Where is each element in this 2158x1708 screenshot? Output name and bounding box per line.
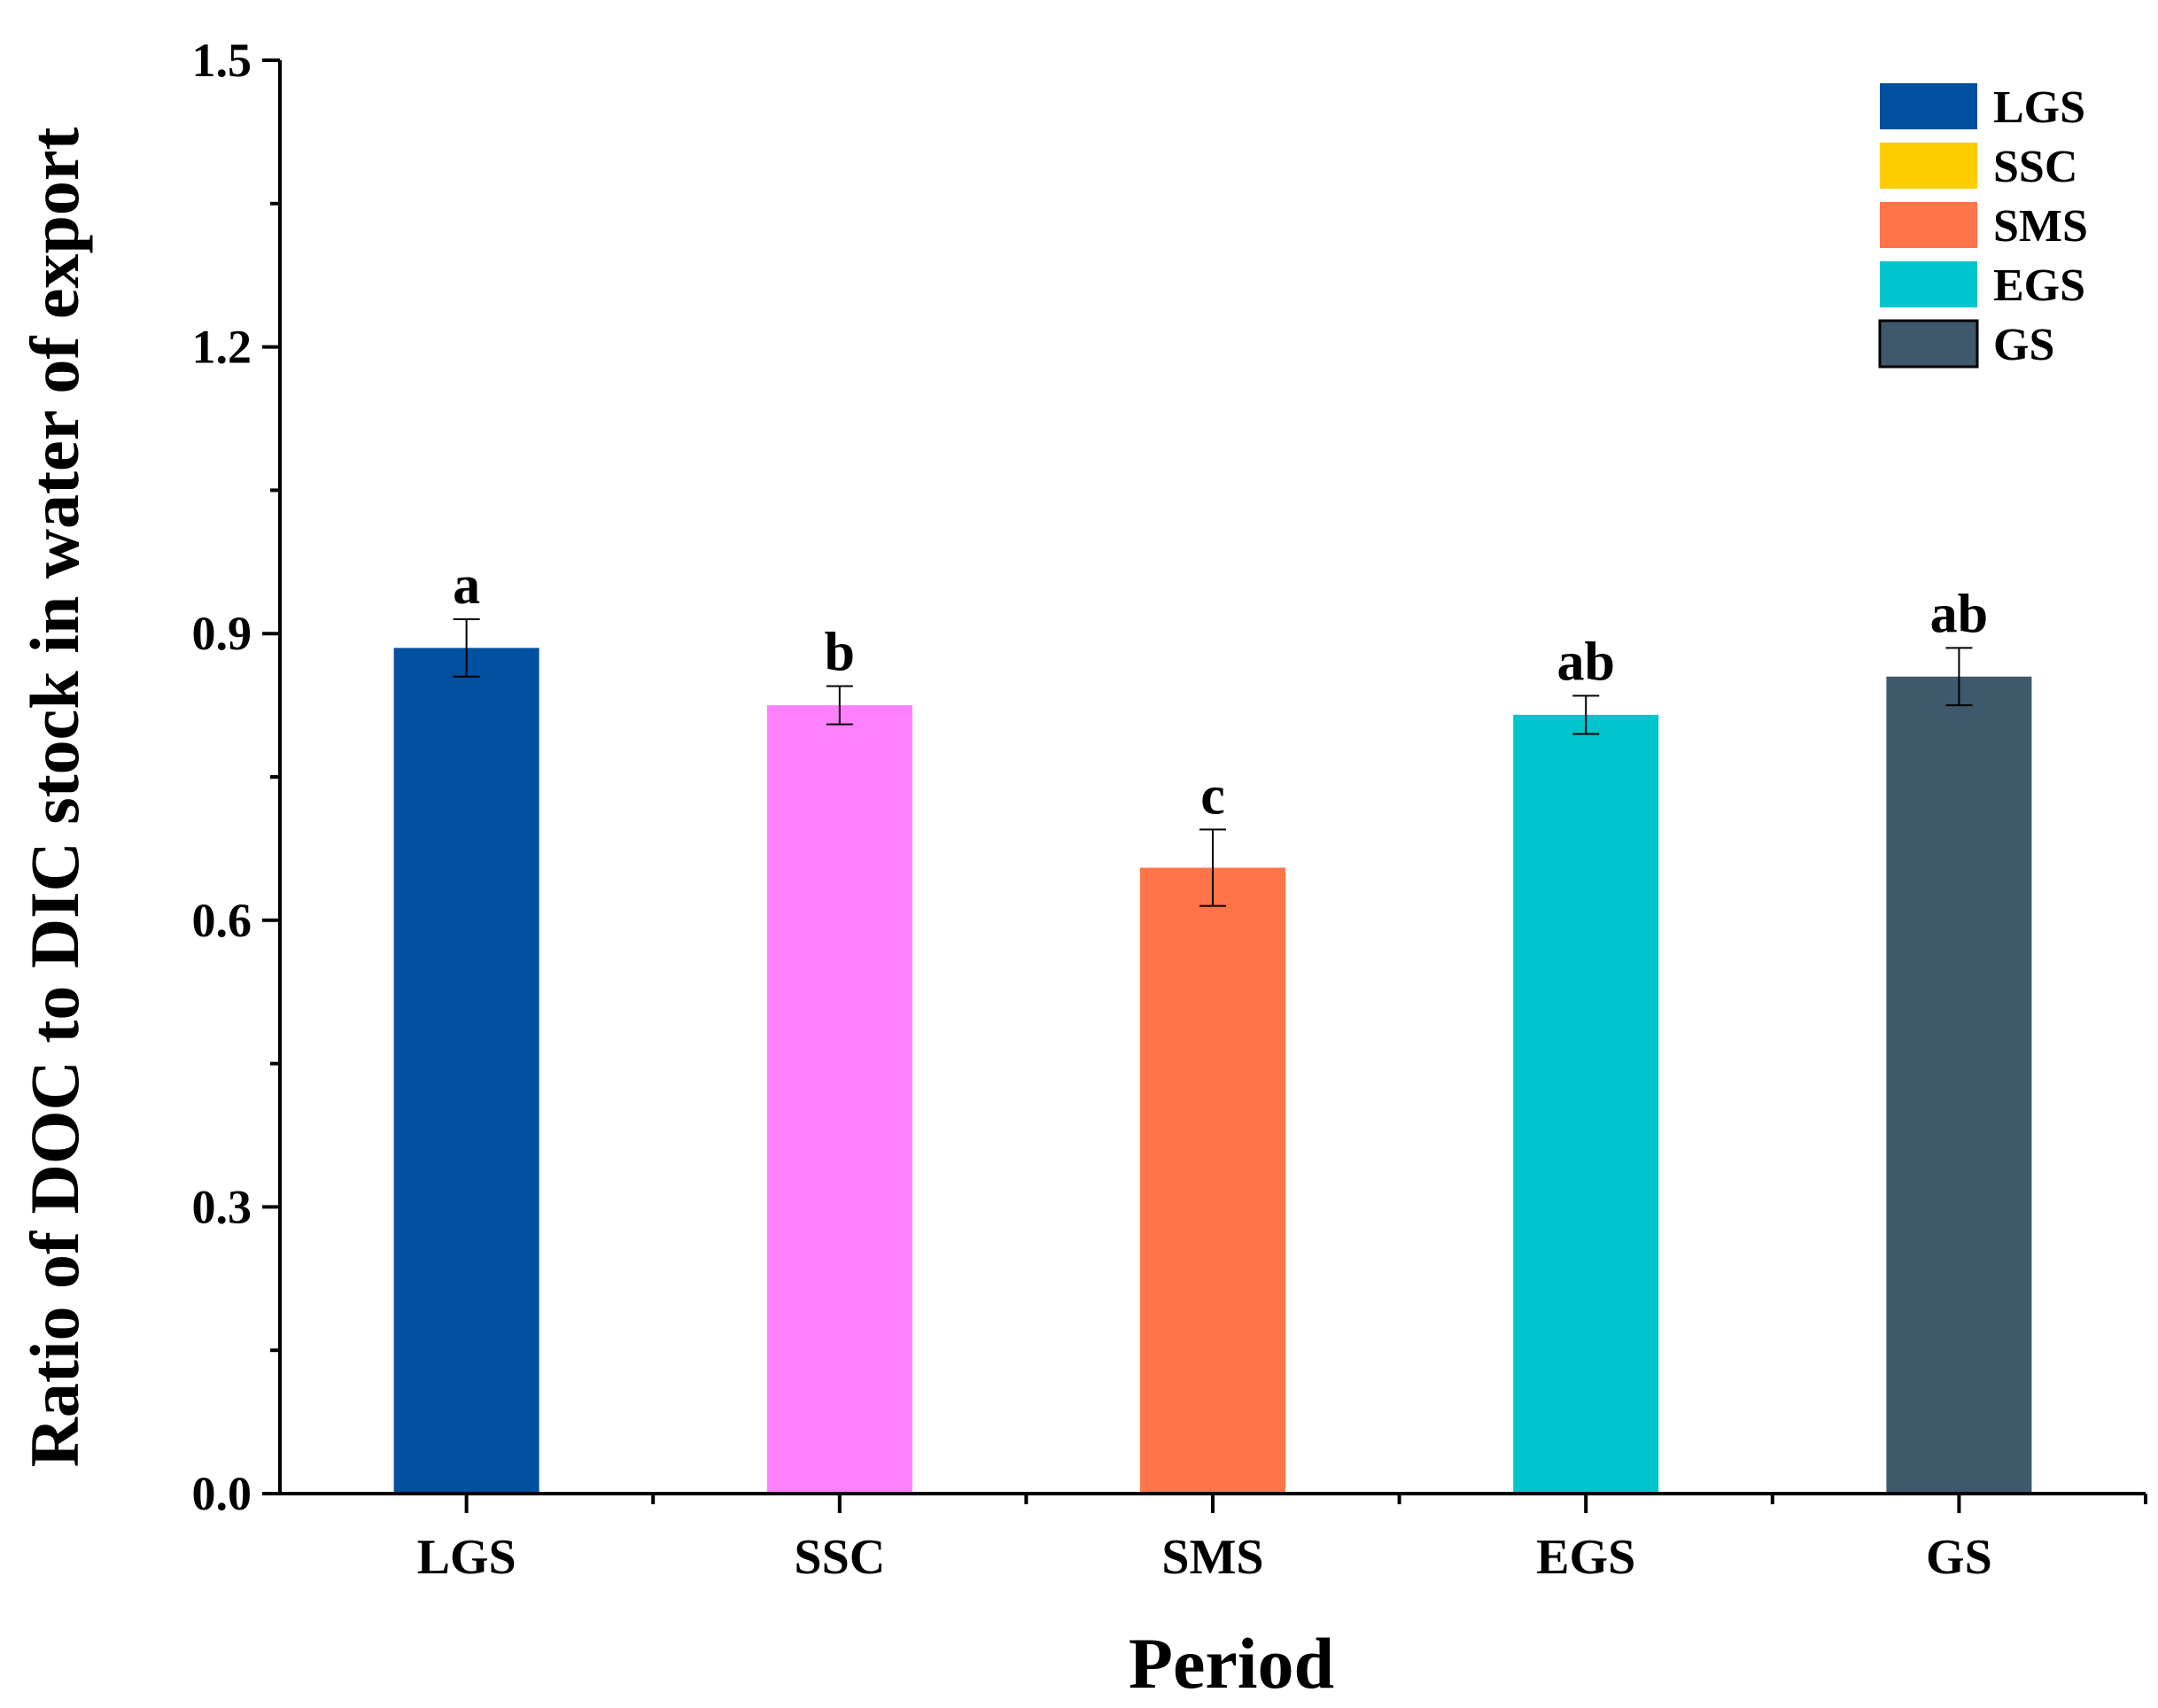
legend-item-gs: GS: [1878, 319, 2054, 370]
y-axis: 0.0 0.3 0.6 0.9 1.2 1.5: [192, 34, 282, 1520]
bar-sms: [1140, 867, 1285, 1494]
y-tick-label: 0.9: [192, 607, 252, 660]
significance-label-ssc: b: [825, 623, 855, 683]
legend-item-lgs: LGS: [1880, 82, 2085, 133]
legend-item-sms: SMS: [1880, 201, 2088, 252]
x-tick-label-egs: EGS: [1536, 1530, 1635, 1585]
legend-label: LGS: [1993, 82, 2085, 133]
y-tick-label: 0.3: [192, 1180, 252, 1233]
y-tick-label: 0.6: [192, 894, 252, 947]
x-tick-label-ssc: SSC: [794, 1530, 885, 1585]
y-tick-label: 0.0: [192, 1467, 252, 1520]
x-axis: LGS SSC SMS EGS GS: [278, 1492, 2147, 1585]
bar-ssc: [766, 705, 912, 1494]
legend-swatch: [1880, 83, 1977, 129]
significance-label-gs: ab: [1930, 584, 1988, 644]
legend-label: SMS: [1993, 201, 2088, 252]
x-tick-label-gs: GS: [1926, 1530, 1992, 1585]
legend-item-egs: EGS: [1880, 260, 2085, 311]
x-tick-label-lgs: LGS: [417, 1530, 516, 1585]
significance-label-sms: c: [1200, 765, 1225, 826]
legend-swatch: [1880, 261, 1977, 307]
x-tick-label-sms: SMS: [1161, 1530, 1263, 1585]
error-bar-egs: [1572, 695, 1600, 735]
bar-gs: [1886, 676, 2032, 1494]
y-tick-label: 1.2: [192, 321, 252, 374]
x-axis-title: Period: [1129, 1623, 1334, 1704]
error-bar-gs: [1945, 647, 1973, 707]
legend-label: EGS: [1993, 260, 2085, 311]
bars-group: [393, 648, 2032, 1494]
legend-item-ssc: SSC: [1880, 142, 2077, 192]
legend-swatch: [1880, 143, 1977, 189]
bar-egs: [1513, 714, 1659, 1494]
error-bar-ssc: [826, 685, 853, 726]
legend-swatch: [1880, 202, 1977, 248]
legend-label: GS: [1993, 320, 2054, 370]
y-tick-label: 1.5: [192, 34, 252, 87]
significance-label-egs: ab: [1556, 632, 1614, 692]
error-bar-sms: [1199, 828, 1226, 907]
y-axis-title: Ratio of DOC to DIC stock in water of ex…: [16, 128, 93, 1468]
significance-label-lgs: a: [453, 555, 480, 616]
legend: LGS SSC SMS EGS GS: [1878, 82, 2088, 370]
error-bar-lgs: [453, 618, 480, 678]
legend-swatch: [1878, 319, 1979, 369]
legend-label: SSC: [1993, 142, 2077, 192]
error-bars-group: [453, 618, 1973, 907]
bar-lgs: [393, 648, 540, 1494]
